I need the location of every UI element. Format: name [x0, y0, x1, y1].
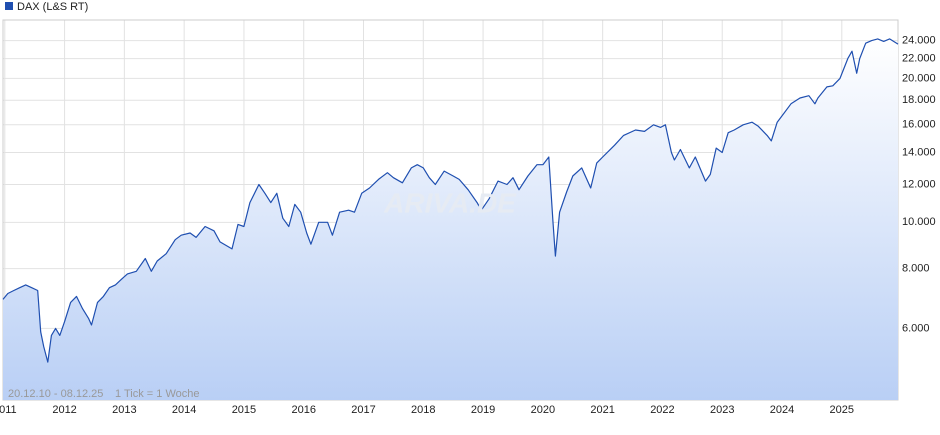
y-tick-label: 16.000	[902, 119, 936, 131]
area	[3, 38, 898, 401]
legend-swatch	[5, 2, 13, 10]
x-tick-label: 2013	[112, 404, 136, 416]
x-tick-label: 2012	[52, 404, 76, 416]
x-tick-label: 2023	[710, 404, 734, 416]
x-tick-label: 2021	[590, 404, 614, 416]
y-tick-label: 22.000	[902, 53, 936, 65]
x-tick-label: 2011	[0, 404, 17, 416]
date-range: 20.12.10 - 08.12.25	[8, 388, 103, 400]
line	[2, 38, 899, 363]
y-tick-label: 24.000	[902, 34, 936, 46]
y-tick-label: 14.000	[902, 146, 936, 158]
x-tick-label: 2025	[830, 404, 854, 416]
x-tick-label: 2015	[232, 404, 256, 416]
tick-note: 1 Tick = 1 Woche	[115, 388, 199, 400]
x-tick-label: 2017	[351, 404, 375, 416]
x-tick-label: 2024	[770, 404, 794, 416]
watermark: ARIVA.DE	[383, 187, 517, 218]
y-tick-label: 10.000	[902, 216, 936, 228]
y-tick-label: 6.000	[902, 322, 930, 334]
x-tick-label: 2014	[172, 404, 196, 416]
y-tick-label: 12.000	[902, 178, 936, 190]
legend-label: DAX (L&S RT)	[17, 1, 88, 13]
x-tick-label: 2016	[291, 404, 315, 416]
x-tick-label: 2020	[531, 404, 555, 416]
y-tick-label: 18.000	[902, 94, 936, 106]
y-tick-label: 20.000	[902, 72, 936, 84]
x-tick-label: 2019	[471, 404, 495, 416]
x-tick-label: 2022	[650, 404, 674, 416]
x-tick-label: 2018	[411, 404, 435, 416]
y-tick-label: 8.000	[902, 263, 930, 275]
